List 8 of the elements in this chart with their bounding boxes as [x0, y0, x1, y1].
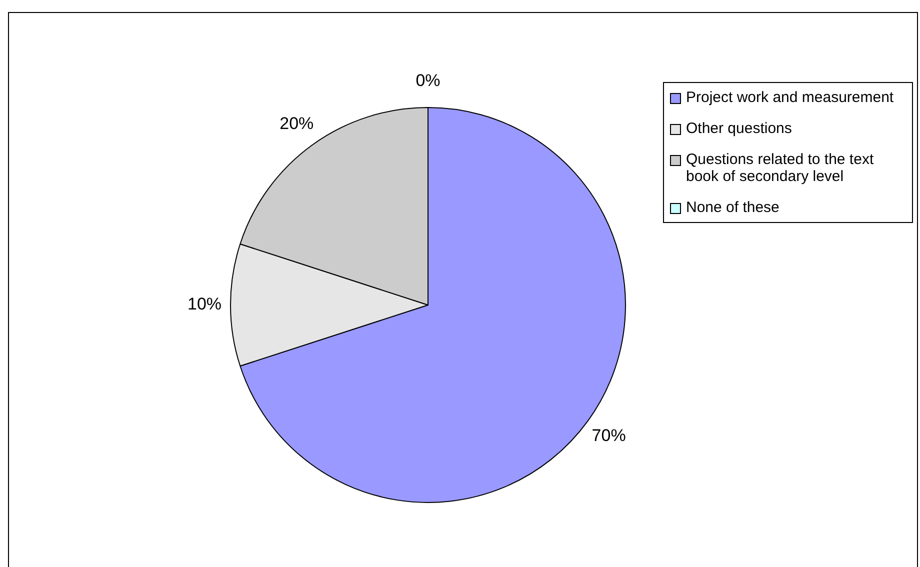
data-label: 70% — [592, 426, 626, 446]
legend-label: Other questions — [686, 120, 792, 137]
legend-label: Project work and measurement — [686, 89, 894, 106]
legend-label: Questions related to the text book of secondary level — [686, 151, 875, 185]
legend-label: None of these — [686, 199, 780, 216]
data-label: 10% — [187, 294, 222, 314]
data-label: 20% — [280, 114, 314, 133]
text: 0% — [416, 71, 440, 90]
